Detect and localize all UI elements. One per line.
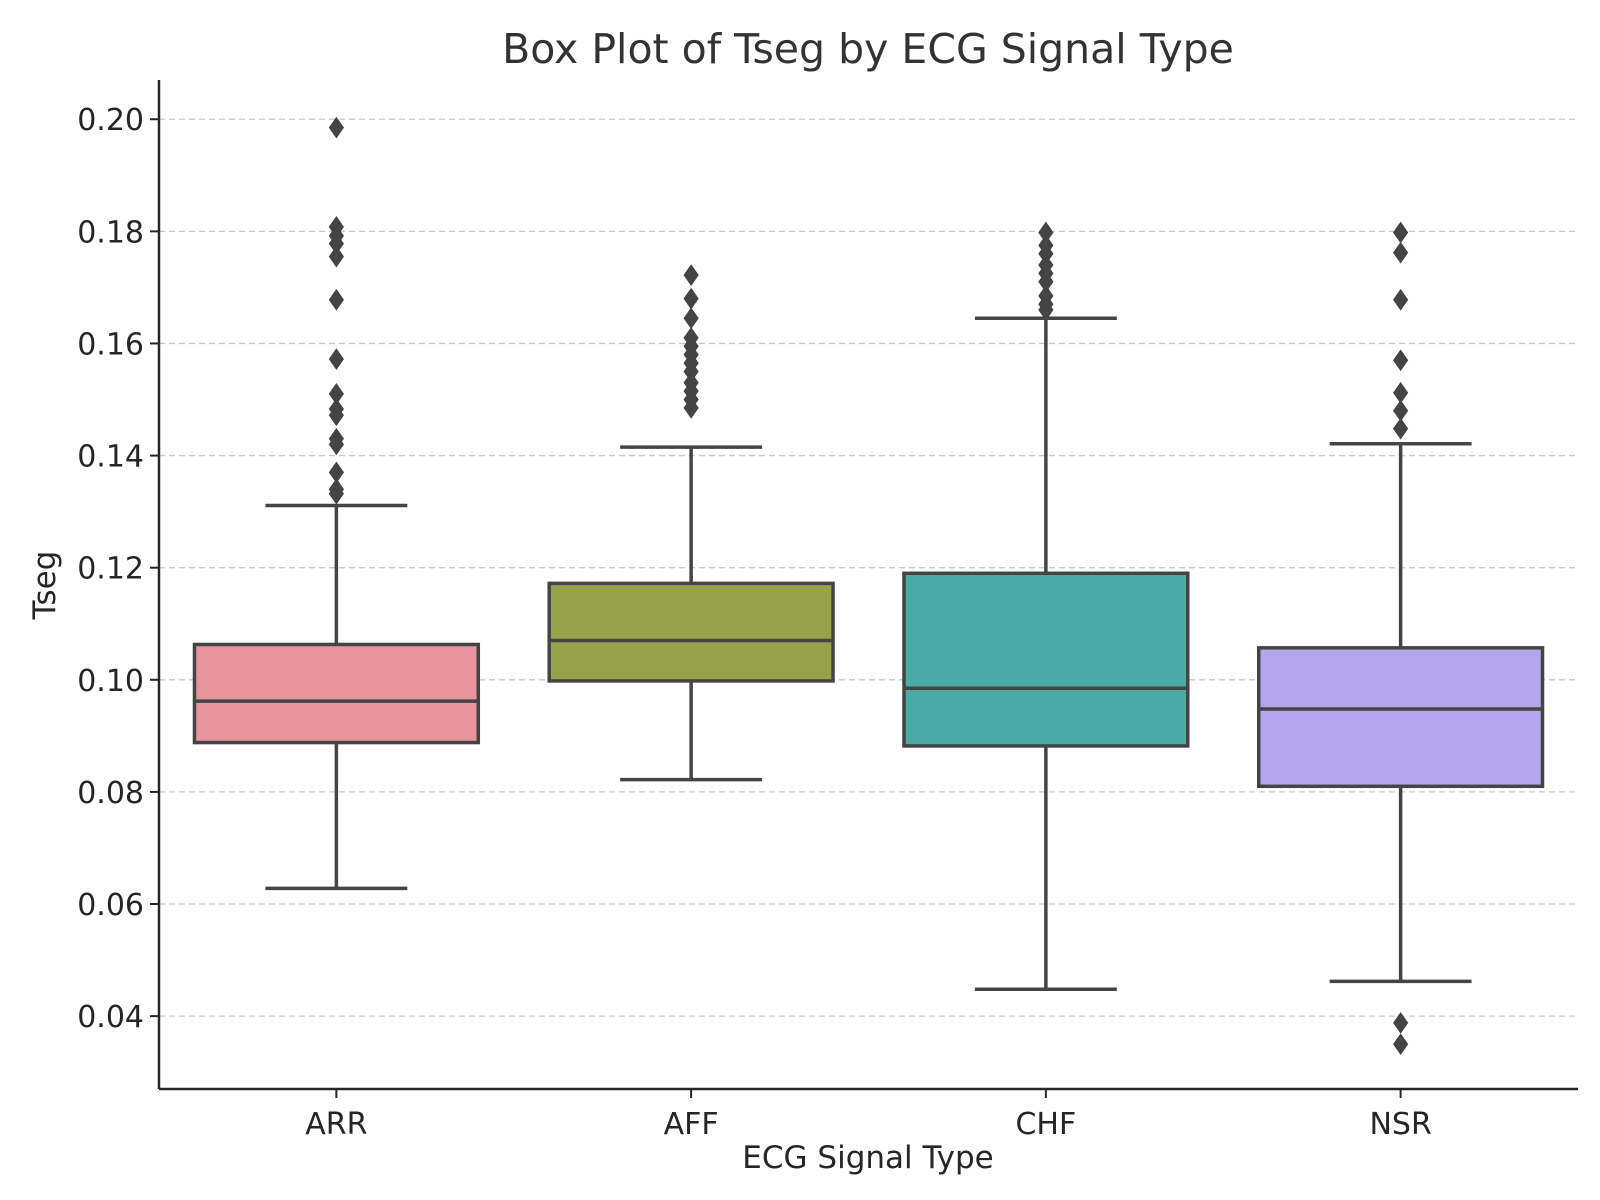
outlier-point	[1038, 234, 1054, 257]
chart-title: Box Plot of Tseg by ECG Signal Type	[502, 25, 1234, 73]
outlier-point	[683, 264, 699, 286]
outlier-point	[683, 371, 699, 394]
outlier-point	[1393, 1033, 1409, 1056]
outlier-point	[1393, 288, 1409, 311]
grid-lines	[159, 118, 1578, 1017]
tick-labels: 0.04 0.06 0.08 0.10 0.12 0.14 0.16 0.18 0.20 ARR A…	[77, 103, 1432, 1142]
box-iqr	[902, 571, 1190, 748]
outlier-point	[1393, 1011, 1409, 1034]
axes	[157, 80, 1578, 1091]
x-tick-label: NSR	[1369, 1107, 1431, 1142]
outlier-point	[683, 326, 699, 349]
outlier-point	[328, 215, 344, 238]
outlier-point	[1393, 241, 1409, 264]
outlier-point	[1038, 284, 1054, 307]
outlier-point	[328, 245, 344, 268]
outlier-point	[328, 288, 344, 311]
outlier-point	[1038, 221, 1054, 244]
box-iqr	[547, 581, 835, 683]
outlier-point	[328, 398, 344, 420]
box-iqr	[1256, 646, 1545, 789]
box-group-nsr	[1256, 221, 1545, 1056]
box-series	[192, 116, 1545, 1056]
y-tick-label: 0.14	[77, 440, 144, 475]
y-tick-label: 0.10	[77, 664, 144, 699]
y-tick-label: 0.08	[77, 776, 144, 811]
x-tick-label: ARR	[305, 1107, 367, 1142]
y-tick-label: 0.12	[77, 552, 144, 587]
outlier-point	[683, 287, 699, 310]
y-tick-label: 0.18	[77, 215, 144, 250]
outlier-point	[328, 427, 344, 450]
box-iqr	[192, 642, 481, 745]
outlier-point	[1038, 254, 1054, 276]
outlier-point	[328, 461, 344, 484]
y-axis-title: Tseg	[27, 551, 63, 621]
outlier-point	[1393, 399, 1409, 422]
x-tick-label: CHF	[1015, 1107, 1076, 1142]
box-group-arr	[192, 116, 481, 891]
x-tick-label: AFF	[664, 1107, 719, 1142]
y-tick-label: 0.04	[77, 1000, 144, 1035]
outlier-point	[1393, 349, 1409, 372]
y-tick-label: 0.16	[77, 327, 144, 362]
box-group-chf	[902, 221, 1190, 991]
outlier-point	[328, 478, 344, 501]
box-group-aff	[547, 264, 835, 782]
outlier-point	[1393, 417, 1409, 440]
outlier-point	[1393, 221, 1409, 244]
x-axis-title: ECG Signal Type	[742, 1140, 993, 1176]
outlier-point	[328, 116, 344, 139]
y-tick-label: 0.06	[77, 888, 144, 923]
y-tick-label: 0.20	[77, 103, 144, 138]
outlier-point	[683, 307, 699, 330]
outlier-point	[328, 383, 344, 405]
outlier-point	[328, 348, 344, 371]
outlier-point	[1393, 381, 1409, 404]
